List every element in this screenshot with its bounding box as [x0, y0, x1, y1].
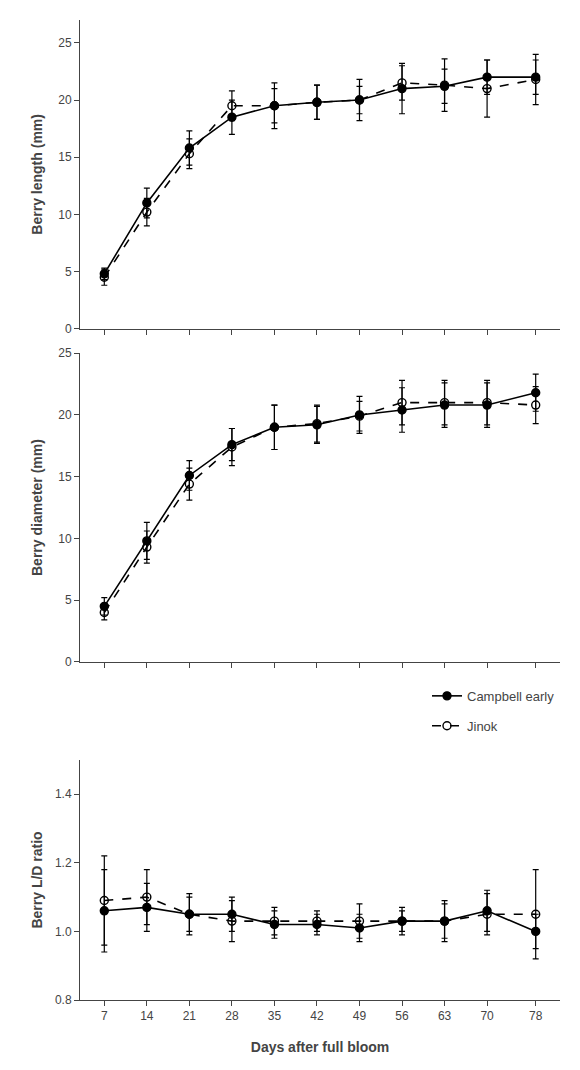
svg-text:70: 70 — [480, 1009, 494, 1023]
svg-text:Days after full bloom: Days after full bloom — [251, 1039, 389, 1055]
svg-text:10: 10 — [58, 208, 72, 222]
svg-text:14: 14 — [140, 1009, 154, 1023]
svg-text:20: 20 — [58, 93, 72, 107]
svg-text:25: 25 — [58, 36, 72, 50]
svg-text:Berry length (mm): Berry length (mm) — [29, 114, 45, 235]
svg-text:0.8: 0.8 — [55, 993, 72, 1007]
svg-text:Jinok: Jinok — [467, 719, 498, 734]
svg-text:56: 56 — [395, 1009, 409, 1023]
svg-text:42: 42 — [310, 1009, 324, 1023]
svg-text:35: 35 — [268, 1009, 282, 1023]
svg-text:25: 25 — [58, 346, 72, 360]
svg-text:5: 5 — [65, 265, 72, 279]
svg-text:15: 15 — [58, 470, 72, 484]
svg-text:7: 7 — [101, 1009, 108, 1023]
svg-text:Berry diameter (mm): Berry diameter (mm) — [29, 439, 45, 576]
svg-text:28: 28 — [225, 1009, 239, 1023]
svg-text:1.0: 1.0 — [55, 925, 72, 939]
svg-text:0: 0 — [65, 322, 72, 336]
svg-text:Campbell early: Campbell early — [467, 689, 554, 704]
svg-text:5: 5 — [65, 593, 72, 607]
svg-text:49: 49 — [353, 1009, 367, 1023]
svg-text:20: 20 — [58, 408, 72, 422]
svg-text:15: 15 — [58, 150, 72, 164]
svg-text:Berry L/D ratio: Berry L/D ratio — [29, 831, 45, 928]
svg-text:0: 0 — [65, 655, 72, 669]
svg-text:10: 10 — [58, 532, 72, 546]
svg-text:1.4: 1.4 — [55, 787, 72, 801]
svg-text:21: 21 — [183, 1009, 197, 1023]
svg-text:78: 78 — [529, 1009, 543, 1023]
svg-text:63: 63 — [438, 1009, 452, 1023]
svg-text:1.2: 1.2 — [55, 856, 72, 870]
